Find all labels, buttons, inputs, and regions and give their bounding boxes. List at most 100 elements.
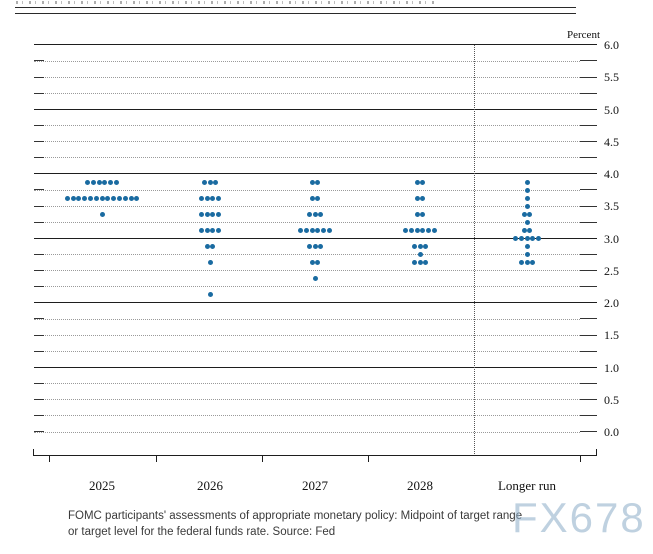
- y-tick-left-2.25: [34, 286, 44, 288]
- y-tick-left-1.75: [34, 318, 44, 320]
- projection-dot-2028-2.875: [423, 244, 429, 250]
- gridline-minor-1.75: [34, 318, 580, 320]
- projection-dot-2025-3.875: [108, 179, 114, 185]
- projection-dot-2027-3.875: [309, 179, 315, 185]
- x-axis-tick-4: [580, 456, 581, 462]
- projection-dot-2026-3.375: [216, 211, 222, 217]
- projection-dot-2028-3.125: [408, 227, 414, 233]
- x-axis-label-2028: 2028: [407, 478, 433, 493]
- projection-dot-2026-3.875: [201, 179, 207, 185]
- projection-dot-2026-3.125: [210, 227, 216, 233]
- top-double-rule: [15, 7, 576, 14]
- y-tick-right-0.50: [580, 399, 597, 401]
- projection-dot-2026-3.625: [204, 195, 210, 201]
- projection-dot-2028-2.75: [417, 252, 423, 258]
- caption-line-1: FOMC participants' assessments of approp…: [68, 510, 523, 522]
- projection-dot-2027-3.125: [315, 227, 321, 233]
- gridline-minor-5.75: [34, 60, 580, 62]
- projection-dot-Longer-run-3: [518, 236, 524, 241]
- cropped-header-text: [16, 1, 436, 4]
- projection-dot-2026-2.875: [204, 244, 210, 250]
- y-tick-left-4.25: [34, 157, 44, 159]
- projection-dot-2025-3.625: [87, 195, 93, 201]
- projection-dot-2025-3.625: [64, 195, 70, 201]
- y-tick-left-4.75: [34, 124, 44, 126]
- projection-dot-2026-2.875: [210, 244, 216, 250]
- gridline-minor-2.75: [34, 254, 580, 256]
- watermark: FX678: [512, 494, 646, 541]
- gridline-minor-2.25: [34, 286, 580, 288]
- y-tick-left-1.50: [34, 334, 44, 336]
- y-axis-label-4.5: 4.5: [604, 134, 619, 149]
- y-tick-right-1.75: [580, 318, 597, 320]
- projection-dot-2026-3.875: [207, 179, 213, 185]
- projection-dot-2025-3.375: [99, 211, 105, 217]
- projection-dot-2028-2.875: [411, 244, 417, 250]
- projection-dot-2027-3.375: [306, 211, 312, 217]
- y-tick-right-4.25: [580, 157, 597, 159]
- longer-run-separator-line: [474, 45, 475, 456]
- gridline-minor-4.50: [34, 141, 580, 143]
- y-tick-left-3.25: [34, 221, 44, 223]
- y-tick-right-5.50: [580, 76, 597, 78]
- projection-dot-Longer-run-3.375: [521, 211, 527, 217]
- projection-dot-2028-2.875: [417, 244, 423, 250]
- projection-dot-2027-3.625: [315, 195, 321, 201]
- projection-dot-2028-3.375: [420, 211, 426, 217]
- gridline-minor-5.25: [34, 92, 580, 94]
- y-axis-label-2.5: 2.5: [604, 263, 619, 278]
- x-axis-end-cap-right: [596, 449, 597, 456]
- y-tick-left-2.50: [34, 270, 44, 272]
- y-axis-label-5.5: 5.5: [604, 70, 619, 85]
- y-tick-left-0.00: [34, 431, 44, 433]
- projection-dot-2027-2.875: [312, 244, 318, 250]
- x-axis-tick-3: [368, 456, 369, 462]
- projection-dot-2025-3.875: [85, 179, 90, 185]
- x-axis-tick-1: [156, 456, 157, 462]
- y-axis-label-0.5: 0.5: [604, 392, 619, 407]
- y-tick-left-0.75: [34, 382, 44, 384]
- y-tick-right-3.75: [580, 189, 597, 191]
- y-tick-left-5.50: [34, 76, 44, 78]
- projection-dot-2026-2.125: [207, 292, 213, 298]
- gridline-minor-1.50: [34, 334, 580, 336]
- y-tick-left-5.75: [34, 60, 44, 62]
- y-tick-right-2.25: [580, 286, 597, 288]
- gridline-minor-0.25: [34, 415, 580, 417]
- x-axis-label-2027: 2027: [302, 478, 328, 493]
- projection-dot-2027-3.125: [309, 227, 315, 233]
- projection-dot-2028-3.375: [414, 211, 420, 217]
- y-axis-unit-label: Percent: [567, 29, 600, 41]
- y-tick-left-3.75: [34, 189, 44, 191]
- projection-dot-2027-2.375: [312, 276, 318, 282]
- gridline-minor-0.50: [34, 399, 580, 401]
- caption-line-2: or target level for the federal funds ra…: [68, 526, 336, 538]
- projection-dot-Longer-run-3: [530, 236, 536, 241]
- projection-dot-2027-3.875: [315, 179, 321, 185]
- y-tick-right-4.75: [580, 124, 597, 126]
- projection-dot-2027-3.375: [318, 211, 324, 217]
- projection-dot-Longer-run-2.875: [524, 244, 530, 250]
- y-tick-left-5.25: [34, 92, 44, 94]
- y-axis-label-5.0: 5.0: [604, 102, 619, 117]
- projection-dot-2025-3.625: [105, 195, 111, 201]
- x-axis-tick-0: [49, 456, 50, 462]
- gridline-minor-2.50: [34, 270, 580, 272]
- projection-dot-2025-3.625: [128, 195, 134, 201]
- projection-dot-2027-3.125: [298, 227, 303, 233]
- y-tick-right-4.50: [580, 141, 597, 143]
- projection-dot-Longer-run-2.625: [524, 260, 530, 266]
- projection-dot-Longer-run-3: [524, 236, 530, 241]
- x-axis-line: [33, 455, 597, 457]
- y-axis-label-4.0: 4.0: [604, 167, 619, 181]
- projection-dot-2028-3.625: [414, 195, 420, 201]
- projection-dot-2026-3.125: [204, 227, 210, 233]
- gridline-major-1.00: [34, 366, 597, 368]
- projection-dot-Longer-run-2.625: [518, 260, 524, 266]
- gridline-major-6.00: [34, 44, 597, 46]
- projection-dot-Longer-run-3: [536, 236, 542, 241]
- gridline-major-5.00: [34, 108, 597, 110]
- gridline-major-3.00: [34, 237, 597, 239]
- projection-dot-2025-3.625: [134, 195, 140, 201]
- y-axis-label-3.5: 3.5: [604, 199, 619, 214]
